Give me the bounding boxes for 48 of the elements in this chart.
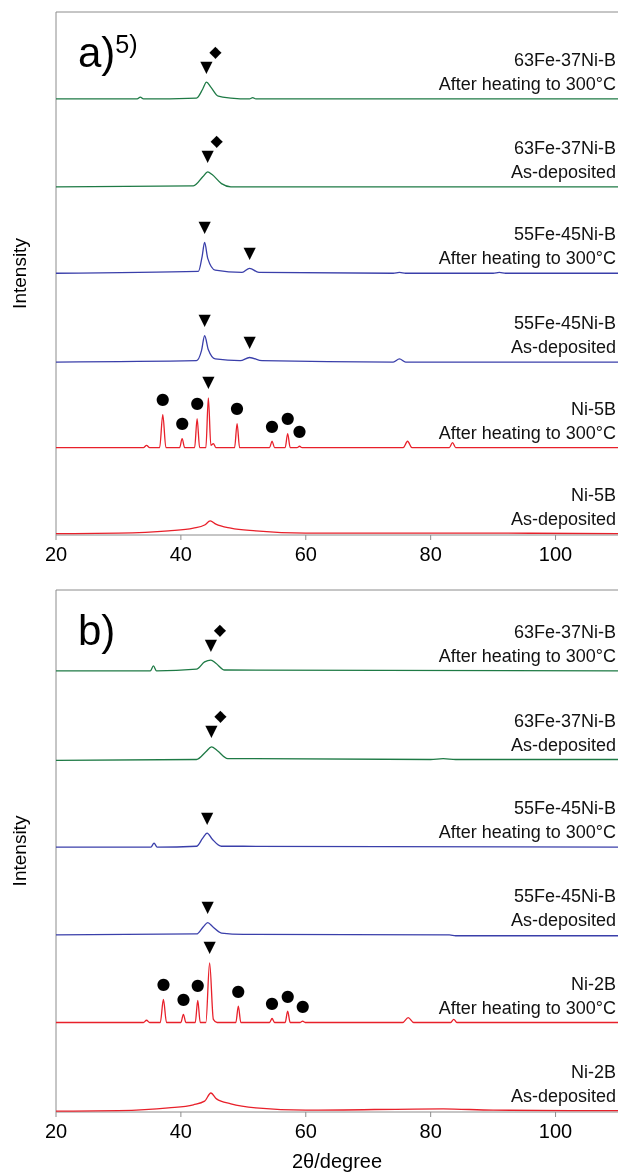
- chart-title: a)$^{5)}$: [78, 29, 138, 76]
- annotation: ●: [156, 973, 171, 993]
- series-label: 63Fe-37Ni-B As-deposited: [510, 711, 616, 756]
- series-label: 55Fe-45Ni-B As-deposited: [510, 313, 616, 358]
- annotation: ▼: [203, 937, 217, 957]
- annotation: ▼: [200, 807, 214, 827]
- annotation: ▼: [201, 897, 215, 917]
- annotation: ▼: [202, 372, 216, 392]
- series-label: Ni-5B After heating to 300°C: [438, 398, 616, 443]
- series-label: 55Fe-45Ni-B As-deposited: [510, 885, 616, 930]
- annotation: ●: [155, 389, 170, 409]
- series-label: 63Fe-37Ni-B After heating to 300°C: [438, 621, 616, 666]
- x-tick-label: 100: [538, 543, 573, 565]
- annotation: ▼: [198, 310, 212, 330]
- annotation: ●: [280, 408, 295, 428]
- series-label: Ni-2B After heating to 300°C: [438, 973, 616, 1018]
- series-label: 63Fe-37Ni-B After heating to 300°C: [438, 49, 616, 94]
- x-tick-label: 80: [419, 543, 442, 565]
- x-tick-label: 40: [169, 1120, 193, 1142]
- annotation: ▼: [198, 216, 212, 236]
- series-label: 55Fe-45Ni-B After heating to 300°C: [438, 798, 616, 843]
- annotation: ●: [280, 985, 295, 1005]
- annotation: ●: [175, 413, 190, 433]
- x-tick-label: 80: [419, 1120, 442, 1142]
- y-axis-title: Intensity: [9, 815, 30, 887]
- series-label: 55Fe-45Ni-B After heating to 300°C: [438, 224, 616, 269]
- annotation: ●: [190, 393, 205, 413]
- annotation: ●: [265, 415, 280, 435]
- x-tick-label: 20: [44, 1120, 68, 1142]
- annotation: ●: [176, 988, 191, 1008]
- x-tick-label: 100: [538, 1120, 573, 1142]
- annotation: ●: [230, 398, 245, 418]
- x-tick-label: 20: [44, 543, 68, 565]
- x-tick-label: 60: [294, 543, 317, 565]
- annotation: ●: [190, 974, 205, 994]
- annotation: ●: [231, 980, 246, 1000]
- annotation: ●: [265, 992, 280, 1012]
- series-label: Ni-2B As-deposited: [510, 1062, 616, 1107]
- annotation: ▼: [243, 242, 257, 262]
- x-tick-label: 40: [169, 543, 193, 565]
- series-label: Ni-5B As-deposited: [510, 484, 616, 529]
- x-axis-title: 2θ/degree: [291, 1150, 383, 1172]
- annotation: ▼: [243, 332, 257, 351]
- series-label: 63Fe-37Ni-B As-deposited: [510, 137, 616, 182]
- x-tick-label: 60: [294, 1120, 317, 1142]
- chart-title: b): [78, 607, 116, 654]
- y-axis-title: Intensity: [9, 237, 30, 309]
- annotation: ●: [295, 995, 310, 1015]
